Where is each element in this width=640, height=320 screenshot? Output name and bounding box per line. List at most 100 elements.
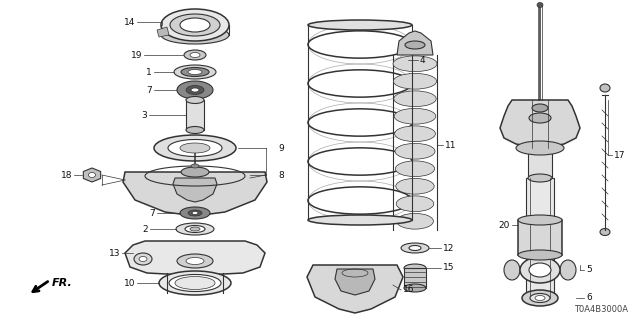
Ellipse shape bbox=[394, 91, 436, 107]
Text: 20: 20 bbox=[499, 220, 510, 229]
Ellipse shape bbox=[518, 250, 562, 260]
Ellipse shape bbox=[518, 215, 562, 225]
Bar bbox=[404, 268, 426, 288]
Ellipse shape bbox=[529, 263, 551, 277]
Text: 15: 15 bbox=[443, 263, 454, 273]
Ellipse shape bbox=[530, 293, 550, 302]
Ellipse shape bbox=[184, 50, 206, 60]
Polygon shape bbox=[125, 241, 265, 275]
Text: 16: 16 bbox=[403, 285, 415, 294]
Ellipse shape bbox=[528, 144, 552, 152]
Ellipse shape bbox=[188, 210, 202, 216]
Ellipse shape bbox=[190, 227, 200, 231]
Text: 18: 18 bbox=[61, 171, 72, 180]
Ellipse shape bbox=[409, 245, 421, 251]
Ellipse shape bbox=[185, 226, 205, 233]
Ellipse shape bbox=[394, 73, 436, 89]
Ellipse shape bbox=[177, 254, 213, 268]
Ellipse shape bbox=[170, 14, 220, 36]
Ellipse shape bbox=[404, 264, 426, 272]
Text: 19: 19 bbox=[131, 51, 142, 60]
Polygon shape bbox=[83, 168, 100, 182]
Ellipse shape bbox=[395, 143, 435, 159]
Polygon shape bbox=[397, 31, 433, 55]
Ellipse shape bbox=[175, 276, 215, 290]
Ellipse shape bbox=[529, 113, 551, 123]
Ellipse shape bbox=[134, 253, 152, 265]
Text: 4: 4 bbox=[420, 55, 426, 65]
Ellipse shape bbox=[154, 135, 236, 161]
Bar bbox=[186, 100, 204, 130]
Text: 10: 10 bbox=[124, 278, 135, 287]
Ellipse shape bbox=[181, 167, 209, 177]
Polygon shape bbox=[307, 265, 403, 313]
Ellipse shape bbox=[88, 172, 95, 178]
Ellipse shape bbox=[600, 228, 610, 236]
Ellipse shape bbox=[176, 223, 214, 235]
Polygon shape bbox=[335, 269, 375, 295]
Ellipse shape bbox=[516, 141, 564, 155]
Polygon shape bbox=[173, 178, 217, 202]
Ellipse shape bbox=[181, 68, 209, 76]
Ellipse shape bbox=[396, 196, 434, 212]
Ellipse shape bbox=[397, 213, 433, 229]
Bar bbox=[528, 148, 552, 178]
Ellipse shape bbox=[180, 18, 210, 32]
Ellipse shape bbox=[560, 260, 576, 280]
Ellipse shape bbox=[532, 104, 548, 112]
Ellipse shape bbox=[186, 97, 204, 103]
Ellipse shape bbox=[177, 81, 213, 99]
Ellipse shape bbox=[191, 88, 199, 92]
Ellipse shape bbox=[537, 3, 543, 7]
Ellipse shape bbox=[504, 260, 520, 280]
Ellipse shape bbox=[191, 164, 199, 168]
Ellipse shape bbox=[161, 9, 229, 41]
Ellipse shape bbox=[161, 26, 229, 44]
Ellipse shape bbox=[174, 65, 216, 79]
Text: 5: 5 bbox=[586, 266, 592, 275]
Polygon shape bbox=[123, 172, 267, 216]
Ellipse shape bbox=[180, 207, 210, 219]
Ellipse shape bbox=[520, 257, 560, 283]
Text: 7: 7 bbox=[147, 85, 152, 94]
Ellipse shape bbox=[180, 143, 210, 153]
Ellipse shape bbox=[395, 126, 435, 142]
Ellipse shape bbox=[394, 108, 436, 124]
Ellipse shape bbox=[192, 212, 198, 214]
Text: T0A4B3000A: T0A4B3000A bbox=[574, 305, 628, 314]
Text: 9: 9 bbox=[278, 143, 284, 153]
Polygon shape bbox=[157, 27, 169, 37]
Ellipse shape bbox=[186, 258, 204, 265]
Polygon shape bbox=[500, 100, 580, 148]
Ellipse shape bbox=[396, 178, 434, 194]
Ellipse shape bbox=[188, 69, 202, 75]
Ellipse shape bbox=[186, 126, 204, 133]
Text: 12: 12 bbox=[443, 244, 454, 252]
Bar bbox=[526, 178, 554, 298]
Text: 14: 14 bbox=[124, 18, 135, 27]
Text: 13: 13 bbox=[109, 249, 120, 258]
Text: 7: 7 bbox=[149, 209, 155, 218]
Ellipse shape bbox=[528, 174, 552, 182]
Ellipse shape bbox=[405, 41, 425, 49]
Text: 17: 17 bbox=[614, 150, 625, 159]
Ellipse shape bbox=[159, 271, 231, 295]
Ellipse shape bbox=[393, 56, 437, 72]
Ellipse shape bbox=[168, 140, 222, 156]
Text: 1: 1 bbox=[147, 68, 152, 76]
Text: 3: 3 bbox=[141, 110, 147, 119]
Text: 2: 2 bbox=[142, 225, 148, 234]
Ellipse shape bbox=[404, 284, 426, 292]
Text: 11: 11 bbox=[445, 140, 456, 149]
Ellipse shape bbox=[396, 161, 435, 177]
Ellipse shape bbox=[401, 243, 429, 253]
Ellipse shape bbox=[600, 84, 610, 92]
Ellipse shape bbox=[186, 85, 204, 94]
Ellipse shape bbox=[522, 290, 558, 306]
Ellipse shape bbox=[169, 275, 221, 292]
Ellipse shape bbox=[308, 215, 412, 225]
Ellipse shape bbox=[535, 295, 545, 300]
Ellipse shape bbox=[139, 257, 147, 261]
Text: 6: 6 bbox=[586, 293, 592, 302]
Ellipse shape bbox=[190, 52, 200, 58]
